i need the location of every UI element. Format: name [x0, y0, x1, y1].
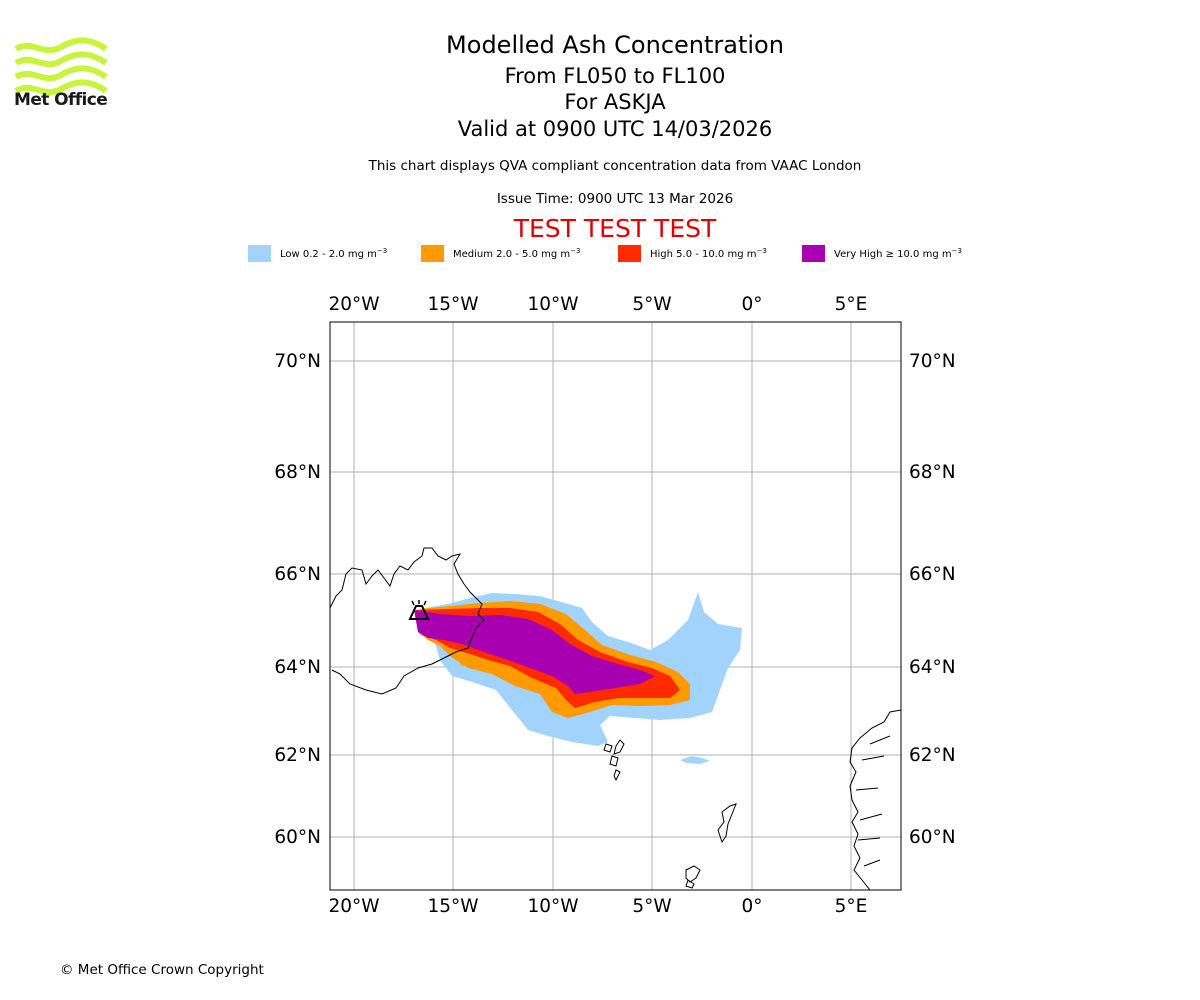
lat-label-left-60n: 60°N	[274, 827, 321, 848]
coastline-norway-fjords	[855, 735, 891, 867]
coastline-norway	[849, 709, 901, 890]
lat-label-right-70n: 70°N	[909, 351, 956, 372]
coastline-shetland	[717, 803, 737, 844]
legend-exp-low: −3	[376, 247, 388, 255]
lon-label-top-0: 0°	[741, 294, 762, 315]
ash-region-very-high	[414, 610, 655, 694]
map-frame	[329, 321, 902, 891]
ash-region-low-patch	[680, 756, 710, 764]
ash-region-medium-speck	[458, 658, 470, 666]
chart-title: Modelled Ash Concentration	[446, 31, 784, 59]
legend-swatch-very-high	[802, 245, 825, 262]
lon-label-top-5e: 5°E	[835, 294, 868, 315]
lon-label-bottom-5w: 5°W	[632, 896, 671, 917]
met-office-logo-icon	[14, 37, 108, 96]
legend-label-high: High 5.0 - 10.0 mg m	[650, 249, 757, 260]
issue-time: Issue Time: 0900 UTC 13 Mar 2026	[496, 191, 734, 207]
volcano-icon	[408, 600, 430, 620]
lon-label-top-10w: 10°W	[527, 294, 578, 315]
test-banner: TEST TEST TEST	[513, 214, 717, 243]
volcano-name: For ASKJA	[564, 90, 666, 114]
lat-label-left-66n: 66°N	[274, 564, 321, 585]
lon-label-bottom-20w: 20°W	[328, 896, 379, 917]
legend-label-medium: Medium 2.0 - 5.0 mg m	[453, 249, 571, 260]
legend-exp-medium: −3	[570, 247, 581, 255]
legend-swatch-low	[248, 245, 271, 262]
valid-time: Valid at 0900 UTC 14/03/2026	[457, 117, 773, 141]
chart-description: This chart displays QVA compliant concen…	[368, 158, 862, 174]
legend-exp-very-high: −3	[951, 247, 962, 255]
lat-label-left-64n: 64°N	[274, 657, 321, 678]
lon-label-bottom-0: 0°	[741, 896, 762, 917]
coastline-iceland	[330, 547, 485, 695]
lat-label-left-62n: 62°N	[274, 745, 321, 766]
legend-swatch-high	[618, 245, 641, 262]
lat-label-left-70n: 70°N	[274, 351, 321, 372]
lat-label-right-62n: 62°N	[909, 745, 956, 766]
legend-label-very-high: Very High ≥ 10.0 mg m	[834, 249, 952, 260]
copyright-notice: © Met Office Crown Copyright	[60, 962, 264, 978]
lon-label-bottom-15w: 15°W	[427, 896, 478, 917]
lon-label-top-15w: 15°W	[427, 294, 478, 315]
logo-text: Met Office	[14, 90, 108, 110]
lat-label-right-68n: 68°N	[909, 462, 956, 483]
lat-label-right-60n: 60°N	[909, 827, 956, 848]
lat-label-right-64n: 64°N	[909, 657, 956, 678]
lon-label-bottom-10w: 10°W	[527, 896, 578, 917]
lon-label-bottom-5e: 5°E	[835, 896, 868, 917]
lat-label-right-66n: 66°N	[909, 564, 956, 585]
legend-exp-high: −3	[756, 247, 767, 255]
lon-label-top-5w: 5°W	[632, 294, 671, 315]
lat-label-left-68n: 68°N	[274, 462, 321, 483]
legend-swatch-medium	[421, 245, 444, 262]
legend-label-low: Low 0.2 - 2.0 mg m	[280, 249, 377, 260]
coastline-orkney	[685, 865, 701, 889]
coastline-faroes	[603, 739, 625, 782]
lon-label-top-20w: 20°W	[328, 294, 379, 315]
flight-levels: From FL050 to FL100	[504, 64, 726, 88]
coastlines	[330, 547, 901, 890]
